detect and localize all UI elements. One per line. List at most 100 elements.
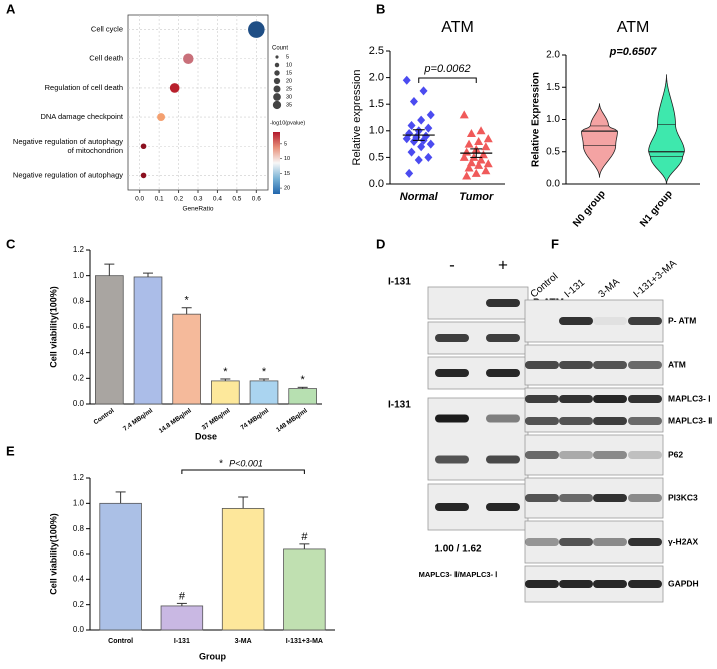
legend-dot (275, 55, 279, 59)
x-tick-label: Control (93, 407, 116, 426)
significance-marker: * (185, 295, 190, 307)
x-tick-label: 0.4 (213, 196, 222, 203)
bar (288, 388, 317, 405)
legend-dot (273, 85, 281, 93)
y-tick-label: 0.8 (73, 524, 85, 533)
category-label: DNA damage checkpoint (40, 112, 123, 121)
blot-band (525, 395, 559, 403)
blot-band (486, 369, 520, 377)
blot-band (593, 494, 627, 502)
blot-label: MAPLC3- Ⅱ (668, 415, 712, 425)
colorbar-label: 20 (284, 186, 290, 192)
y-tick-label: 0.8 (73, 296, 85, 305)
legend-title: -log10(pvalue) (270, 120, 305, 126)
y-tick-label: 2.0 (369, 72, 384, 84)
bar (211, 380, 240, 405)
dot (169, 83, 180, 93)
blot-band (525, 494, 559, 502)
y-tick-label: 1.5 (546, 82, 560, 93)
data-point (426, 110, 435, 120)
dot (140, 143, 147, 150)
blot-band (486, 334, 520, 342)
dot (140, 172, 147, 179)
blot-band (486, 414, 520, 423)
x-tick-label: N0 group (571, 189, 608, 230)
x-tick-label: Control (108, 638, 133, 645)
x-tick-label: 148 MBq/ml (275, 407, 309, 434)
blot-band (559, 451, 593, 459)
data-point (424, 123, 433, 133)
blot-band (525, 451, 559, 459)
x-tick-label: 0.0 (135, 196, 144, 203)
data-point (405, 168, 414, 178)
y-tick-label: 0.0 (546, 179, 560, 190)
significance-marker: # (179, 590, 186, 602)
lane-label: - (449, 255, 455, 274)
blot-band (559, 580, 593, 588)
blot-band (593, 317, 627, 325)
legend-dot (273, 77, 281, 85)
blot-band (593, 451, 627, 459)
blot-band (559, 538, 593, 546)
y-tick-label: 0.6 (73, 322, 85, 331)
blot-band (435, 334, 469, 342)
lane-label: I-131 (563, 277, 588, 300)
y-tick-label: 2.5 (369, 45, 384, 57)
category-label: Cell cycle (91, 25, 123, 34)
data-point (419, 86, 428, 96)
category-label: Cell death (89, 54, 123, 63)
y-tick-label: 0.6 (73, 549, 85, 558)
data-point (417, 115, 426, 125)
legend-dot (273, 93, 281, 101)
blot-band (525, 417, 559, 425)
y-tick-label: 0.0 (73, 625, 85, 634)
blot-band (559, 395, 593, 403)
lane-label: I-131+3-MA (632, 258, 680, 300)
blot-box (427, 397, 529, 481)
legend-label: 10 (286, 62, 292, 68)
x-tick-label: 3-MA (235, 638, 252, 645)
treatment-label: I-131 (388, 400, 411, 411)
blot-band (435, 369, 469, 377)
y-tick-label: 0.2 (73, 373, 85, 382)
significance-marker: # (301, 531, 308, 543)
data-point (474, 160, 484, 169)
data-point (409, 136, 418, 146)
violin (581, 103, 618, 178)
dot (157, 113, 166, 122)
y-tick-label: 1.2 (73, 473, 85, 482)
blot-box (524, 434, 664, 476)
dot (183, 53, 194, 64)
bracket-p: P<0.001 (229, 458, 263, 468)
data-point (407, 120, 416, 130)
blot-band (486, 299, 520, 307)
y-tick-label: 0.5 (546, 146, 560, 157)
data-point (402, 134, 411, 144)
x-tick-label: 74 MBq/ml (239, 407, 270, 431)
blot-band (593, 395, 627, 403)
bar (99, 502, 142, 631)
y-tick-label: 1.0 (546, 114, 560, 125)
panel-label: D (376, 236, 385, 251)
legend-dot (272, 100, 282, 110)
panel-label: E (6, 443, 15, 458)
data-point (483, 159, 493, 168)
blot-band (628, 361, 662, 369)
blot-band (525, 580, 559, 588)
p-value: p=0.0062 (423, 63, 470, 75)
y-tick-label: 2.0 (546, 50, 560, 61)
y-tick-label: 0.4 (73, 574, 85, 583)
y-axis-label: Relative Expression (531, 72, 542, 167)
x-tick-label: 14.8 MBq/ml (158, 407, 193, 435)
lane-label: 3-MA (597, 276, 623, 300)
x-tick-label: 37 MBq/ml (201, 407, 232, 431)
bracket-star: * (219, 459, 223, 470)
data-point (462, 171, 472, 180)
blot-band (593, 538, 627, 546)
bar (249, 380, 279, 405)
y-tick-label: 1.0 (73, 271, 85, 280)
significance-bracket (181, 469, 305, 474)
blot-label: P62 (668, 449, 683, 459)
blot-band (525, 361, 559, 369)
